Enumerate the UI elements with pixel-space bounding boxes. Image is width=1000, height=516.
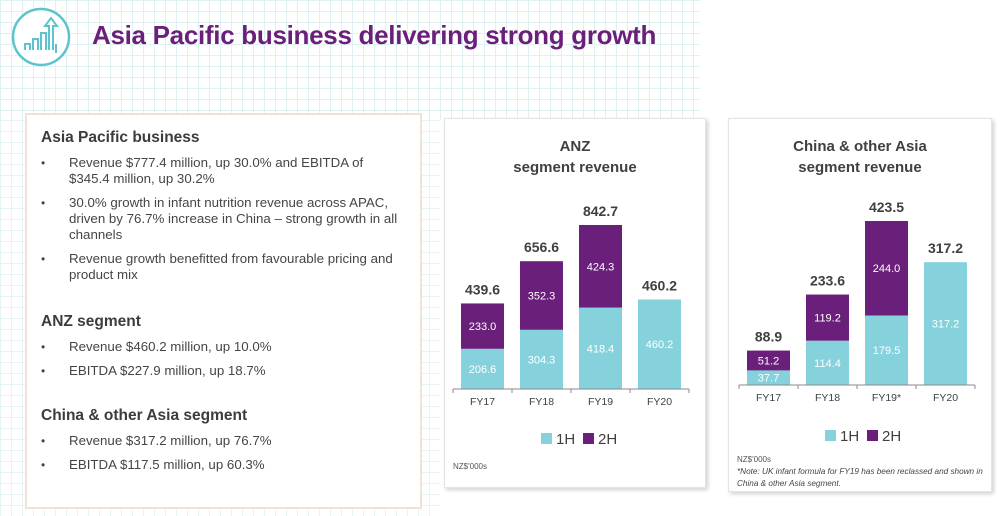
bullet-item: • Revenue $460.2 million, up 10.0% <box>41 339 272 354</box>
bar-2h-FY18 <box>520 261 563 330</box>
label-1h-FY17: 206.6 <box>469 364 497 376</box>
bar-2h-FY18 <box>806 294 849 341</box>
bullet-item: • Revenue growth benefitted from favourab… <box>41 251 393 282</box>
total-label-FY18: 656.6 <box>524 239 559 255</box>
label-1h-FY17: 37.7 <box>758 373 779 385</box>
x-tick-label-FY20: FY20 <box>933 392 958 404</box>
total-label-FY20: 460.2 <box>642 277 677 293</box>
label-2h-FY19: 424.3 <box>587 261 615 273</box>
bar-1h-FY19 <box>579 307 622 389</box>
label-2h-FY17: 233.0 <box>469 321 497 333</box>
label-1h-FY20: 317.2 <box>932 319 960 331</box>
bar-1h-FY20 <box>924 262 967 385</box>
growth-chart-arrow-icon <box>11 7 71 67</box>
chart-reclass-note: *Note: UK infant formula for FY19 has be… <box>737 467 983 488</box>
label-1h-FY20: 460.2 <box>646 339 674 351</box>
bullet-item: • Revenue $777.4 million, up 30.0% and EB… <box>41 155 364 186</box>
bullet-icon: • <box>41 196 46 210</box>
china-revenue-chart: 37.7 51.2 88.9 FY17 114.4 119.2 233.6 FY18 179.5… <box>738 199 976 445</box>
bar-1h-FY18 <box>806 340 849 385</box>
bar-2h-FY19* <box>865 221 908 316</box>
bullet-item: • EBITDA $117.5 million, up 60.3% <box>41 457 265 472</box>
label-1h-FY18: 114.4 <box>814 358 841 370</box>
china-revenue-chart-card: 37.7 51.2 88.9 FY17 114.4 119.2 233.6 FY18 179.5… <box>728 118 992 492</box>
bar-1h-FY17 <box>747 370 790 385</box>
chart-title-line1: ANZ <box>559 138 591 155</box>
chart-title-line1: China & other Asia <box>793 138 927 155</box>
legend-label-1h: 1H <box>840 428 859 445</box>
legend-swatch-1h <box>541 433 552 444</box>
label-2h-FY18: 119.2 <box>814 313 841 325</box>
bar-2h-FY17 <box>461 303 504 349</box>
label-1h-FY18: 304.3 <box>528 354 556 366</box>
chart-title-line2: segment revenue <box>513 159 637 176</box>
bar-2h-FY19 <box>579 225 622 308</box>
bar-1h-FY20 <box>638 299 681 389</box>
chart-units-footnote: NZ$'000s <box>737 455 771 464</box>
bullet-icon: • <box>41 252 46 266</box>
bar-1h-FY17 <box>461 348 504 389</box>
total-label-FY17: 439.6 <box>465 281 500 297</box>
x-tick-label-FY17: FY17 <box>756 392 781 404</box>
bar-1h-FY18 <box>520 329 563 389</box>
bullet-item: • Revenue $317.2 million, up 76.7% <box>41 433 272 448</box>
legend-label-1h: 1H <box>556 431 575 448</box>
chart-title-line2: segment revenue <box>798 159 922 176</box>
legend-swatch-2h <box>867 430 878 441</box>
section-heading-asia-pacific: Asia Pacific business <box>41 129 200 146</box>
label-2h-FY18: 352.3 <box>528 290 556 302</box>
bar-1h-FY19* <box>865 315 908 385</box>
label-1h-FY19: 418.4 <box>587 343 615 355</box>
bullet-icon: • <box>41 364 46 378</box>
total-label-FY19: 842.7 <box>583 203 618 219</box>
legend-label-2h: 2H <box>882 428 901 445</box>
bullet-icon: • <box>41 340 46 354</box>
total-label-FY19*: 423.5 <box>869 199 904 215</box>
bullet-icon: • <box>41 434 46 448</box>
anz-revenue-chart-card: 206.6 233.0 439.6 FY17 304.3 352.3 656.6 FY18 41… <box>444 118 706 488</box>
legend-label-2h: 2H <box>598 431 617 448</box>
section-heading-anz: ANZ segment <box>41 313 141 330</box>
total-label-FY17: 88.9 <box>755 329 782 345</box>
summary-panel: Asia Pacific business • Revenue $777.4 mi… <box>25 113 422 509</box>
label-1h-FY19*: 179.5 <box>873 345 901 357</box>
x-tick-label-FY20: FY20 <box>647 396 672 408</box>
legend-swatch-1h <box>825 430 836 441</box>
total-label-FY18: 233.6 <box>810 273 845 289</box>
bullet-item: • 30.0% growth in infant nutrition revenu… <box>41 195 398 242</box>
x-tick-label-FY18: FY18 <box>529 396 554 408</box>
anz-revenue-chart: 206.6 233.0 439.6 FY17 304.3 352.3 656.6 FY18 41… <box>452 203 690 448</box>
page-title: Asia Pacific business delivering strong … <box>92 20 657 50</box>
x-tick-label-FY18: FY18 <box>815 392 840 404</box>
bullet-item: • EBITDA $227.9 million, up 18.7% <box>41 363 266 378</box>
x-tick-label-FY19: FY19 <box>588 396 613 408</box>
bullet-icon: • <box>41 458 46 472</box>
bar-2h-FY17 <box>747 350 790 371</box>
section-heading-china: China & other Asia segment <box>41 407 248 424</box>
grid-background <box>0 0 700 120</box>
x-tick-label-FY19*: FY19* <box>872 392 901 404</box>
chart-units-footnote: NZ$'000s <box>453 462 487 471</box>
label-2h-FY17: 51.2 <box>758 355 779 367</box>
legend-swatch-2h <box>583 433 594 444</box>
total-label-FY20: 317.2 <box>928 240 963 256</box>
label-2h-FY19*: 244.0 <box>873 263 901 275</box>
x-tick-label-FY17: FY17 <box>470 396 495 408</box>
bullet-icon: • <box>41 156 46 170</box>
